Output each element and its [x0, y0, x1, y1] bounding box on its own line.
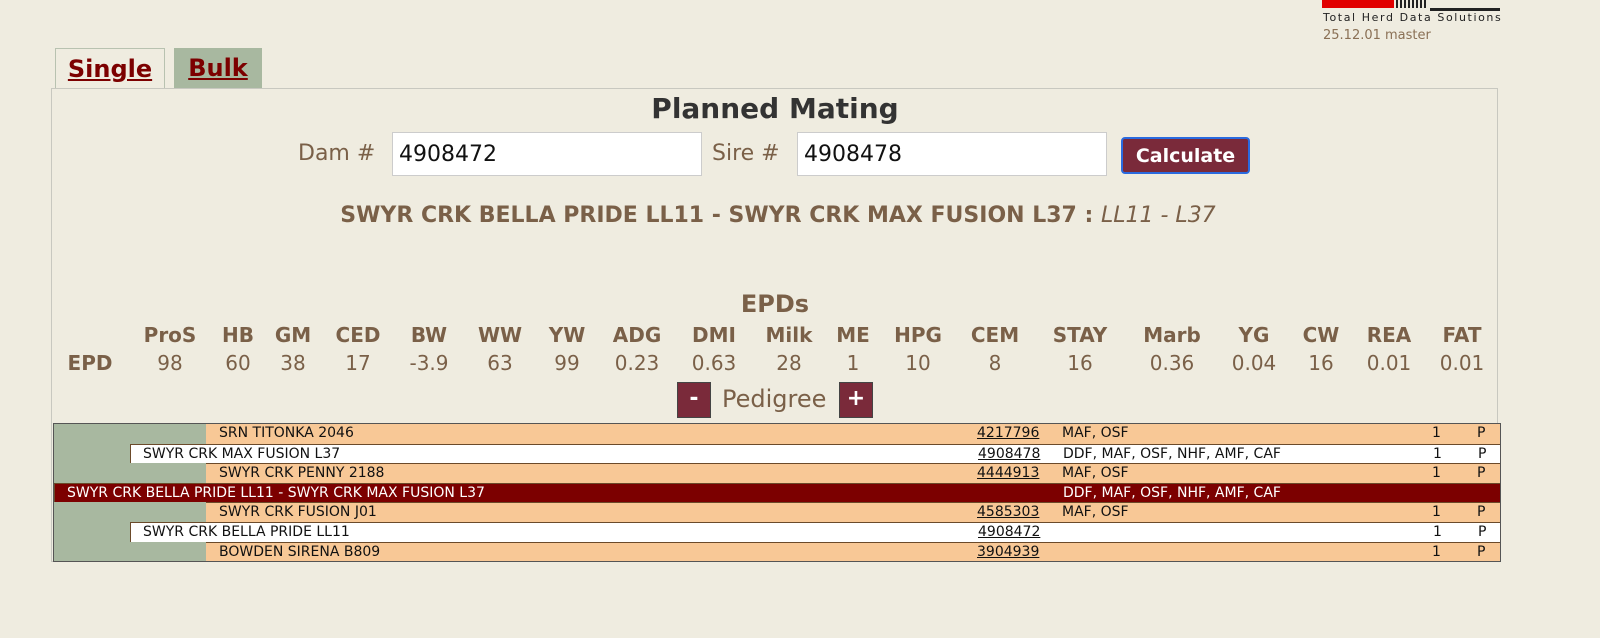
- breed-codes: DDF, MAF, OSF, NHF, AMF, CAF: [1063, 445, 1281, 462]
- epd-value-hb: 60: [225, 351, 251, 375]
- registration-link[interactable]: 4908472: [978, 524, 1041, 540]
- count: 1: [1433, 524, 1442, 540]
- epd-header-fat: FAT: [1442, 323, 1482, 347]
- breed-codes: MAF, OSF: [1062, 504, 1129, 521]
- epd-value-ww: 63: [487, 351, 513, 375]
- pedigree-row[interactable]: BOWDEN SIRENA B809 3904939 1 P: [206, 541, 1500, 562]
- epd-header-marb: Marb: [1143, 323, 1201, 347]
- pedigree-label: Pedigree: [722, 385, 827, 413]
- status-flag: P: [1477, 465, 1486, 482]
- animal-name: SWYR CRK MAX FUSION L37: [143, 445, 341, 462]
- animal-name: SWYR CRK FUSION J01: [219, 504, 377, 521]
- pedigree-row[interactable]: SWYR CRK BELLA PRIDE LL11 - SWYR CRK MAX…: [54, 482, 1500, 503]
- registration-link[interactable]: 3904939: [977, 543, 1040, 560]
- pedigree-collapse-button[interactable]: -: [677, 382, 711, 418]
- count: 1: [1432, 465, 1441, 482]
- registration-link[interactable]: 4444913: [977, 465, 1040, 482]
- animal-name: SWYR CRK BELLA PRIDE LL11: [143, 524, 350, 540]
- epd-header-rea: REA: [1366, 323, 1412, 347]
- epd-value-dmi: 0.63: [691, 351, 737, 375]
- epd-header-hb: HB: [222, 323, 254, 347]
- mating-ids: LL11 - L37: [1101, 203, 1216, 228]
- epd-header-yg: YG: [1238, 323, 1270, 347]
- tab-bulk-label: Bulk: [188, 54, 248, 82]
- epd-value-gm: 38: [280, 351, 306, 375]
- tab-bulk[interactable]: Bulk: [174, 48, 262, 88]
- animal-name: SRN TITONKA 2046: [219, 425, 354, 441]
- pedigree-row[interactable]: SRN TITONKA 2046 4217796 MAF, OSF 1 P: [206, 424, 1500, 444]
- count: 1: [1432, 425, 1441, 441]
- mating-title: SWYR CRK BELLA PRIDE LL11 - SWYR CRK MAX…: [0, 203, 1556, 228]
- epd-value-milk: 28: [776, 351, 802, 375]
- breed-codes: MAF, OSF: [1062, 425, 1129, 441]
- count: 1: [1432, 543, 1441, 560]
- mating-names: SWYR CRK BELLA PRIDE LL11 - SWYR CRK MAX…: [340, 203, 1094, 228]
- epd-value-rea: 0.01: [1366, 351, 1412, 375]
- status-flag: P: [1477, 504, 1486, 521]
- version-label: 25.12.01 master: [1323, 28, 1431, 43]
- epd-header-ww: WW: [477, 323, 523, 347]
- pedigree-row[interactable]: SWYR CRK MAX FUSION L37 4908478 DDF, MAF…: [130, 443, 1500, 464]
- tab-single-label: Single: [67, 55, 153, 83]
- epd-header-cem: CEM: [970, 323, 1020, 347]
- epd-value-cw: 16: [1308, 351, 1334, 375]
- page-title: Planned Mating: [651, 92, 899, 125]
- epd-value-adg: 0.23: [614, 351, 660, 375]
- epd-header-bw: BW: [410, 323, 448, 347]
- epd-value-cem: 8: [988, 351, 1002, 375]
- dam-input[interactable]: [392, 132, 702, 176]
- epd-header-hpg: HPG: [894, 323, 942, 347]
- epd-header-cw: CW: [1302, 323, 1340, 347]
- epd-header-yw: YW: [548, 323, 586, 347]
- breed-codes: MAF, OSF: [1062, 465, 1129, 482]
- epd-header-adg: ADG: [612, 323, 662, 347]
- epd-value-yg: 0.04: [1231, 351, 1277, 375]
- epd-value-yw: 99: [554, 351, 580, 375]
- animal-name: SWYR CRK PENNY 2188: [219, 465, 385, 482]
- epd-value-me: 1: [846, 351, 860, 375]
- epd-value-fat: 0.01: [1439, 351, 1485, 375]
- count: 1: [1432, 504, 1441, 521]
- logo: [1322, 0, 1502, 12]
- epd-header-pros: ProS: [143, 323, 197, 347]
- sire-label: Sire #: [712, 141, 780, 166]
- status-flag: P: [1478, 524, 1487, 540]
- pedigree-row[interactable]: SWYR CRK PENNY 2188 4444913 MAF, OSF 1 P: [206, 463, 1500, 483]
- status-flag: P: [1477, 425, 1486, 441]
- pedigree-row[interactable]: SWYR CRK BELLA PRIDE LL11 4908472 1 P: [130, 522, 1500, 542]
- epd-value-stay: 16: [1067, 351, 1093, 375]
- epd-header-ced: CED: [335, 323, 381, 347]
- epd-header-stay: STAY: [1052, 323, 1108, 347]
- epd-value-pros: 98: [157, 351, 183, 375]
- registration-link[interactable]: 4217796: [977, 425, 1040, 441]
- epd-header-gm: GM: [274, 323, 312, 347]
- epds-heading: EPDs: [740, 290, 810, 318]
- epd-header-milk: Milk: [765, 323, 813, 347]
- pedigree-expand-button[interactable]: +: [839, 382, 873, 418]
- sire-input[interactable]: [797, 132, 1107, 176]
- logo-tagline: Total Herd Data Solutions: [1323, 11, 1503, 24]
- animal-name: BOWDEN SIRENA B809: [219, 543, 381, 560]
- epd-row-label: EPD: [67, 351, 113, 375]
- animal-name: SWYR CRK BELLA PRIDE LL11 - SWYR CRK MAX…: [67, 484, 485, 501]
- status-flag: P: [1477, 543, 1486, 560]
- pedigree-table: SRN TITONKA 2046 4217796 MAF, OSF 1 P SW…: [53, 423, 1501, 562]
- pedigree-row[interactable]: SWYR CRK FUSION J01 4585303 MAF, OSF 1 P: [206, 502, 1500, 522]
- count: 1: [1433, 445, 1442, 462]
- epd-value-marb: 0.36: [1149, 351, 1195, 375]
- calculate-button[interactable]: Calculate: [1121, 137, 1250, 174]
- registration-link[interactable]: 4908478: [978, 445, 1041, 462]
- epd-header-me: ME: [836, 323, 870, 347]
- epd-value-hpg: 10: [905, 351, 931, 375]
- tab-single[interactable]: Single: [55, 48, 165, 88]
- dam-label: Dam #: [298, 141, 376, 166]
- registration-link[interactable]: 4585303: [977, 504, 1040, 521]
- status-flag: P: [1478, 445, 1487, 462]
- breed-codes: DDF, MAF, OSF, NHF, AMF, CAF: [1063, 484, 1281, 501]
- epd-value-ced: 17: [345, 351, 371, 375]
- epd-value-bw: -3.9: [409, 351, 449, 375]
- epd-header-dmi: DMI: [692, 323, 736, 347]
